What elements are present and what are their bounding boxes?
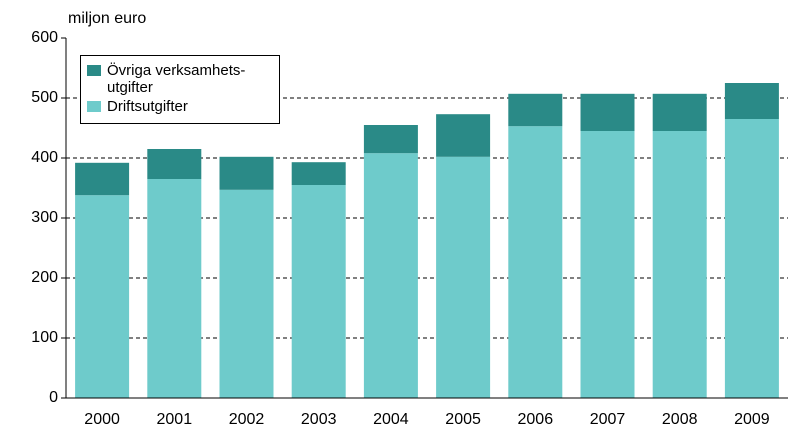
y-tick-label: 600 — [31, 29, 58, 46]
bar-segment — [219, 189, 274, 398]
legend: Övriga verksamhets- utgifter Driftsutgift… — [80, 55, 280, 124]
bar-segment — [724, 119, 779, 398]
y-tick-label: 200 — [31, 269, 58, 286]
x-tick-label: 2006 — [518, 411, 554, 428]
x-tick-label: 2004 — [373, 411, 409, 428]
bar-segment — [724, 83, 779, 119]
bar-segment — [363, 153, 418, 398]
y-tick-label: 400 — [31, 149, 58, 166]
x-tick-label: 2005 — [445, 411, 481, 428]
x-tick-label: 2003 — [301, 411, 337, 428]
legend-entry: Driftsutgifter — [87, 98, 275, 115]
y-tick-label: 100 — [31, 329, 58, 346]
bar-segment — [147, 179, 202, 398]
x-tick-label: 2009 — [734, 411, 770, 428]
bar-segment — [363, 125, 418, 154]
legend-label: Övriga verksamhets- utgifter — [107, 62, 246, 96]
bar-segment — [436, 156, 491, 398]
bar-segment — [508, 93, 563, 127]
bar-segment — [291, 185, 346, 398]
legend-swatch — [87, 65, 101, 76]
bar-segment — [291, 162, 346, 185]
bar-segment — [580, 131, 635, 398]
y-tick-label: 0 — [49, 389, 58, 406]
legend-label: Driftsutgifter — [107, 98, 188, 115]
y-axis-label: miljon euro — [68, 10, 146, 27]
bar-segment — [652, 131, 707, 398]
x-tick-label: 2007 — [590, 411, 626, 428]
x-tick-label: 2008 — [662, 411, 698, 428]
x-tick-label: 2000 — [84, 411, 120, 428]
legend-swatch — [87, 101, 101, 112]
y-tick-label: 500 — [31, 89, 58, 106]
x-tick-label: 2001 — [157, 411, 193, 428]
bar-segment — [508, 126, 563, 398]
bar-segment — [219, 156, 274, 190]
x-tick-label: 2002 — [229, 411, 265, 428]
bar-segment — [75, 162, 130, 196]
bar-segment — [436, 114, 491, 157]
bar-segment — [147, 149, 202, 179]
bar-segment — [580, 93, 635, 131]
bar-segment — [75, 195, 130, 398]
legend-entry: Övriga verksamhets- utgifter — [87, 62, 275, 96]
y-tick-label: 300 — [31, 209, 58, 226]
bar-segment — [652, 93, 707, 131]
